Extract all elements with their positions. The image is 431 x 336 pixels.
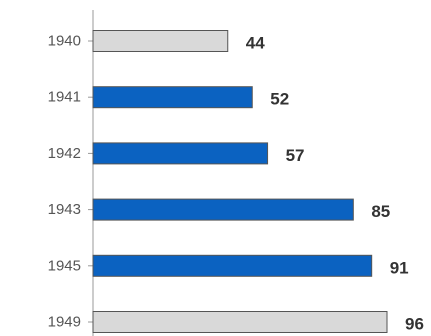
data-label: 57 <box>286 146 305 165</box>
data-label: 96 <box>405 315 424 334</box>
y-tick-label: 1943 <box>48 201 81 218</box>
data-label: 52 <box>270 90 289 109</box>
y-tick-label: 1949 <box>48 314 81 331</box>
y-tick-label: 1940 <box>48 33 81 50</box>
data-label: 44 <box>246 34 265 53</box>
y-tick-label: 1945 <box>48 257 81 274</box>
bar <box>92 254 373 277</box>
bar <box>92 198 354 221</box>
y-tick-label: 1942 <box>48 145 81 162</box>
bar <box>92 86 253 109</box>
bar <box>92 142 269 165</box>
data-label: 91 <box>390 258 409 277</box>
y-tick-label: 1941 <box>48 89 81 106</box>
bar <box>92 311 388 333</box>
bars-group: 1940 44 1941 52 1942 57 1943 85 1945 91 1949 96 <box>48 30 424 334</box>
data-label: 85 <box>371 202 390 221</box>
bar <box>92 30 229 52</box>
